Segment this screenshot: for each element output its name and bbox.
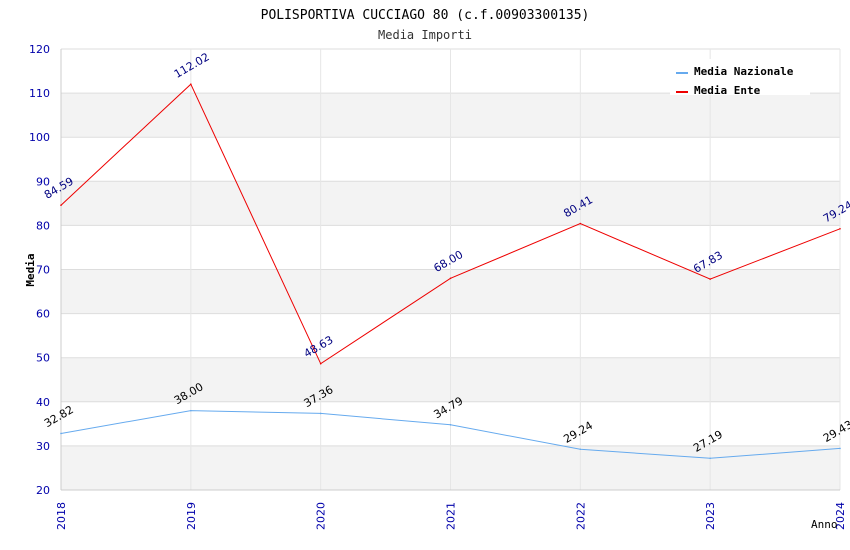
data-point: [60, 204, 62, 206]
y-tick-label: 40: [36, 396, 50, 409]
y-tick-label: 30: [36, 440, 50, 453]
data-point: [190, 83, 192, 85]
legend-label-media-ente: Media Ente: [694, 84, 761, 97]
x-tick-label: 2018: [55, 502, 68, 530]
y-axis-label: Media: [24, 253, 37, 286]
y-tick-label: 20: [36, 484, 50, 497]
x-tick-label: 2021: [445, 502, 458, 530]
x-tick-labels: 2018 2019 2020 2021 2022 2023 2024: [55, 502, 847, 530]
data-label: 48.63: [302, 333, 336, 360]
legend-box: [670, 59, 810, 95]
y-tick-label: 80: [36, 219, 50, 232]
data-point: [319, 412, 322, 415]
y-tick-label: 60: [36, 308, 50, 321]
y-tick-label: 90: [36, 175, 50, 188]
x-tick-label: 2023: [704, 502, 717, 530]
data-point: [839, 447, 841, 450]
y-tick-label: 110: [29, 87, 50, 100]
data-point: [579, 222, 582, 225]
x-tick-label: 2024: [834, 502, 847, 530]
data-point: [709, 457, 711, 460]
x-tick-label: 2019: [185, 502, 198, 530]
data-point: [319, 362, 322, 365]
legend: Media Nazionale Media Ente: [670, 59, 810, 97]
x-tick-label: 2020: [315, 502, 328, 530]
legend-label-media-nazionale: Media Nazionale: [694, 65, 794, 78]
data-point: [839, 227, 841, 230]
x-axis-label: Anno: [811, 518, 838, 531]
data-point: [449, 277, 452, 280]
data-point: [190, 409, 192, 412]
data-label: 112.02: [172, 50, 212, 81]
y-tick-labels: 20 30 40 50 60 70 80 90 100 110 120: [29, 43, 50, 497]
data-point: [709, 278, 711, 280]
data-label: 29.43: [821, 418, 850, 445]
chart-subtitle: Media Importi: [378, 28, 472, 42]
y-tick-label: 50: [36, 352, 50, 365]
x-tick-label: 2022: [574, 502, 587, 530]
series-group: [60, 83, 841, 460]
y-tick-label: 120: [29, 43, 50, 56]
axes: [60, 49, 840, 491]
data-point: [579, 448, 582, 451]
y-tick-label: 100: [29, 131, 50, 144]
data-point: [60, 432, 62, 435]
data-label: 29.24: [561, 419, 595, 446]
chart-title: POLISPORTIVA CUCCIAGO 80 (c.f.0090330013…: [261, 8, 590, 23]
data-point: [449, 423, 452, 426]
y-tick-label: 70: [36, 264, 50, 277]
